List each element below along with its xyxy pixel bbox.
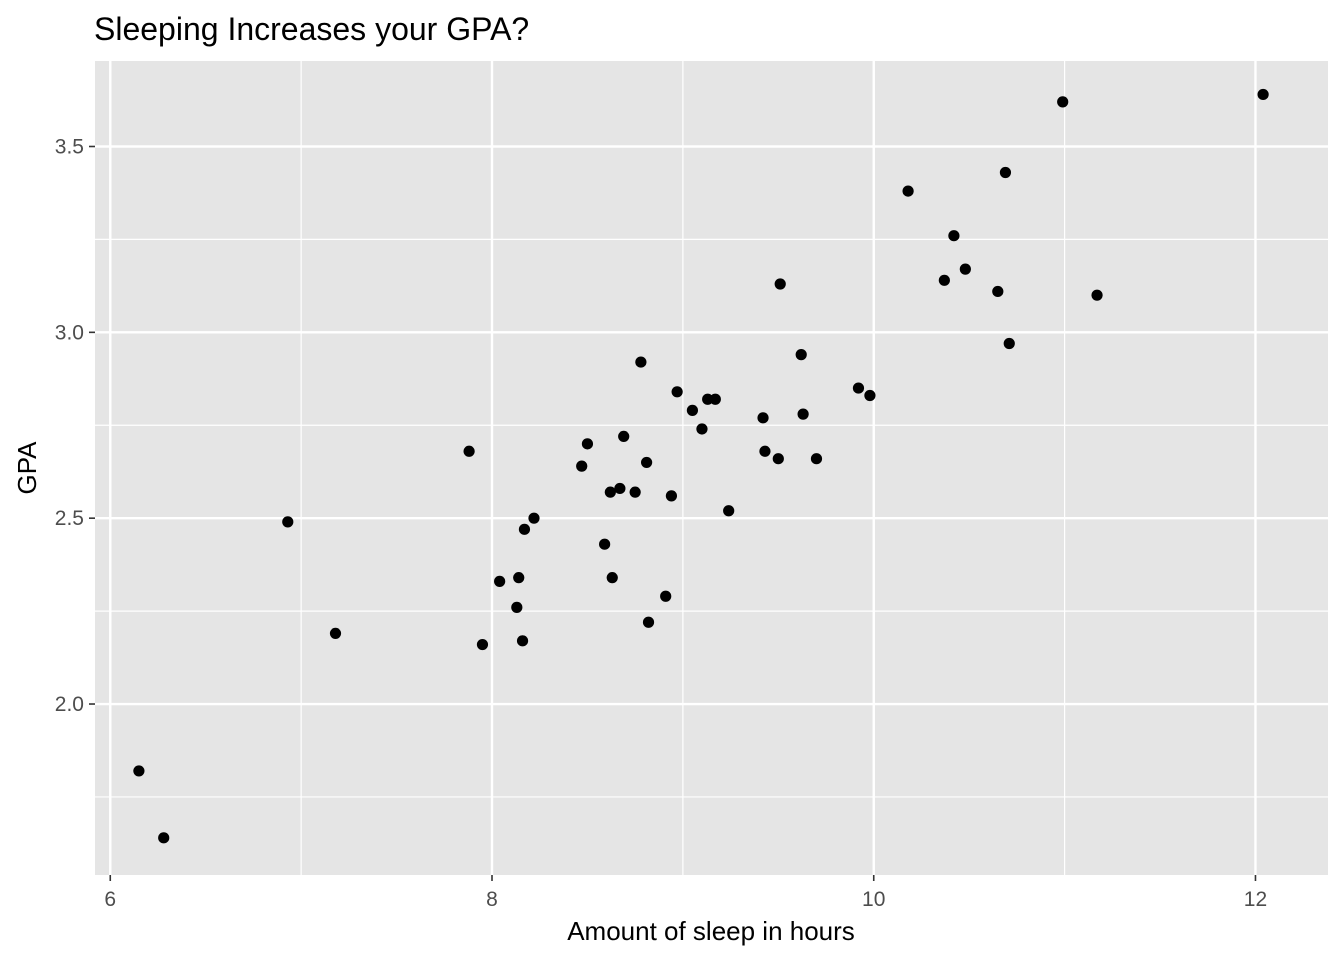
data-point (686, 404, 699, 416)
data-point (709, 393, 721, 405)
x-tick-label: 8 (486, 888, 498, 911)
y-tick-label: 3.5 (55, 135, 84, 158)
data-point (618, 430, 630, 443)
data-point (772, 453, 784, 465)
y-axis: 2.0 2.5 3.0 3.5 (55, 135, 95, 716)
data-point (329, 627, 342, 640)
data-point (774, 278, 786, 290)
data-point (494, 575, 506, 587)
data-point (992, 285, 1004, 298)
x-tick-label: 12 (1244, 888, 1267, 911)
x-tick-label: 10 (862, 888, 885, 911)
x-axis-title: Amount of sleep in hours (567, 916, 855, 946)
data-point (282, 516, 294, 528)
data-point (513, 572, 525, 584)
data-point (629, 486, 641, 498)
data-point (528, 512, 540, 524)
data-point (852, 382, 865, 394)
data-point (1003, 337, 1015, 350)
data-point (948, 230, 960, 242)
data-point (511, 601, 523, 613)
data-point (476, 638, 489, 651)
data-point (959, 263, 971, 275)
data-point (759, 445, 771, 457)
data-point (660, 590, 672, 602)
data-point (614, 482, 626, 495)
chart-title: Sleeping Increases your GPA? (94, 11, 529, 47)
data-point (518, 523, 531, 535)
data-point (158, 832, 170, 844)
data-point (581, 438, 594, 450)
data-point (795, 349, 807, 361)
data-point (864, 389, 876, 402)
x-tick-label: 6 (104, 888, 116, 911)
data-point (810, 453, 823, 465)
data-point (671, 386, 683, 398)
data-point (516, 635, 529, 647)
data-point (576, 460, 588, 472)
data-points (133, 88, 1269, 844)
x-axis: 6 8 10 12 (104, 875, 1267, 911)
y-axis-title: GPA (12, 441, 42, 495)
data-point (902, 185, 914, 197)
data-point (696, 423, 708, 435)
data-point (723, 505, 735, 517)
data-point (1091, 289, 1103, 301)
data-point (757, 412, 769, 424)
data-point (463, 445, 475, 457)
data-point (642, 616, 655, 628)
data-point (133, 765, 145, 777)
data-point (1257, 88, 1269, 101)
plot-panel (95, 61, 1328, 875)
data-point (606, 572, 618, 584)
y-tick-label: 3.0 (55, 321, 84, 344)
data-point (604, 486, 616, 498)
data-point (938, 274, 950, 286)
data-point (665, 490, 678, 502)
y-tick-label: 2.5 (55, 507, 84, 530)
data-point (999, 166, 1012, 179)
data-point (635, 356, 647, 368)
y-tick-label: 2.0 (55, 693, 84, 716)
data-point (641, 456, 653, 469)
major-gridlines (95, 61, 1328, 875)
data-point (599, 538, 611, 550)
data-point (797, 408, 809, 420)
data-point (1057, 96, 1069, 108)
minor-gridlines (95, 61, 1328, 875)
